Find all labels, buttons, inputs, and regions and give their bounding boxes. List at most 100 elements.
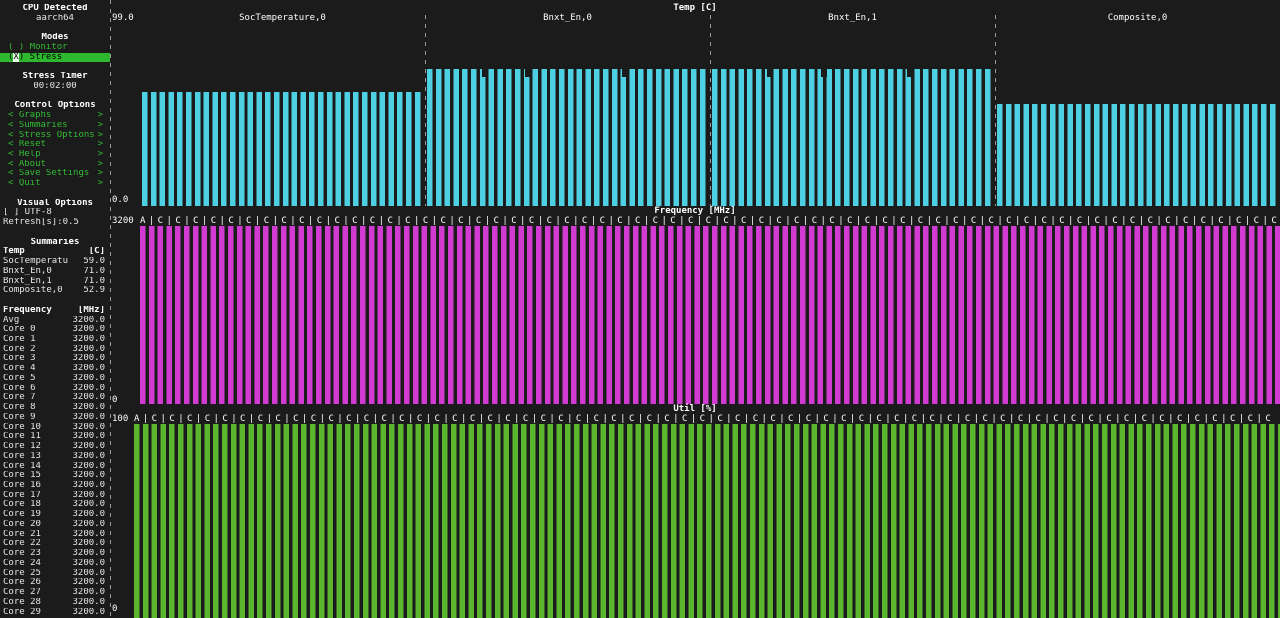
temp-dip-mark xyxy=(906,69,913,78)
stress-timer-value: 00:02:00 xyxy=(33,81,77,91)
summary-frequency-row: Core 25 3200.0 xyxy=(3,568,105,578)
summary-frequency-row: Core 18 3200.0 xyxy=(3,500,105,510)
temp-dip-mark xyxy=(482,69,488,78)
control-graphs[interactable]: < Graphs > xyxy=(8,111,103,121)
summary-temp-row: Bnxt_En,1 71.0 xyxy=(3,276,105,286)
temp-bar-stripes xyxy=(712,69,992,206)
summary-frequency-row: Core 6 3200.0 xyxy=(3,383,105,393)
temp-bar-stripes xyxy=(427,69,707,206)
summary-frequency-row: Core 0 3200.0 xyxy=(3,325,105,335)
spacer xyxy=(0,296,110,306)
summary-frequency-row: Core 2 3200.0 xyxy=(3,344,105,354)
util-core-labels-row: A|C|C|C|C|C|C|C|C|C|C|C|C|C|C|C|C|C|C|C|… xyxy=(134,414,1275,424)
temp-dip-mark xyxy=(821,69,828,78)
summary-frequency-header: Frequency [MHz] xyxy=(3,305,105,315)
control-summaries[interactable]: < Summaries > xyxy=(8,120,103,130)
spacer xyxy=(0,23,110,33)
temp-dip-mark xyxy=(767,69,773,78)
temp-bars-bnxt-en-1 xyxy=(710,69,995,206)
cpu-name: aarch64 xyxy=(36,13,74,23)
temp-bar-stripes xyxy=(997,103,1277,206)
control-reset[interactable]: < Reset > xyxy=(8,140,103,150)
summary-frequency-row: Core 28 3200.0 xyxy=(3,597,105,607)
summary-frequency-row: Core 11 3200.0 xyxy=(3,432,105,442)
temp-y-axis-max-label: 99.0 xyxy=(112,13,134,23)
summary-frequency-row: Core 22 3200.0 xyxy=(3,539,105,549)
summary-frequency-row: Core 3 3200.0 xyxy=(3,354,105,364)
summary-frequency-row: Core 8 3200.0 xyxy=(3,403,105,413)
temp-dip-mark xyxy=(621,69,628,78)
temp-section-labels: SocTemperature,0 Bnxt_En,0 Bnxt_En,1 Compos… xyxy=(140,13,1280,23)
refresh-rate-setting[interactable]: Refresh[s]:0.5 xyxy=(3,218,79,228)
temp-graph-title: Temp [C] xyxy=(673,3,717,13)
summary-frequency-row: Core 19 3200.0 xyxy=(3,510,105,520)
control-save-settings[interactable]: < Save Settings > xyxy=(8,169,103,179)
temp-section-label: Bnxt_En,1 xyxy=(828,13,877,23)
summary-frequency-row: Core 17 3200.0 xyxy=(3,490,105,500)
summary-frequency-row: Core 24 3200.0 xyxy=(3,558,105,568)
summaries-header: Summaries xyxy=(30,237,80,247)
util-bars xyxy=(134,424,1280,618)
summary-frequency-row: Core 10 3200.0 xyxy=(3,422,105,432)
frequency-y-axis-max-label: 3200 xyxy=(112,216,134,226)
summary-frequency-row: Core 23 3200.0 xyxy=(3,549,105,559)
control-help[interactable]: < Help > xyxy=(8,150,103,160)
control-options-header: Control Options xyxy=(14,101,96,111)
summary-temp-row: Composite,0 52.9 xyxy=(3,286,105,296)
util-plot xyxy=(134,424,1280,618)
mode-monitor[interactable]: ( ) Monitor xyxy=(8,42,68,52)
frequency-graph: Frequency [MHz] 3200 A|C|C|C|C|C|C|C|C|C… xyxy=(110,0,1280,618)
temp-bars-composite-0 xyxy=(995,103,1280,206)
temp-bars-soctemperature-0 xyxy=(140,92,425,206)
util-y-axis-min-label: 0 xyxy=(112,604,118,614)
summary-frequency-row: Core 12 3200.0 xyxy=(3,442,105,452)
frequency-core-labels-row: A|C|C|C|C|C|C|C|C|C|C|C|C|C|C|C|C|C|C|C|… xyxy=(140,216,1280,226)
frequency-graph-title: Frequency [MHz] xyxy=(654,206,736,216)
summary-frequency-row: Core 1 3200.0 xyxy=(3,334,105,344)
summary-frequency-row: Core 15 3200.0 xyxy=(3,471,105,481)
summary-frequency-row: Core 14 3200.0 xyxy=(3,461,105,471)
control-stress-options[interactable]: < Stress Options > xyxy=(8,130,103,140)
temp-dip-mark xyxy=(524,69,531,78)
sidebar: CPU Detected aarch64 Modes( ) Monitor (X) S… xyxy=(0,0,110,618)
util-graph: Util [%] 100 A|C|C|C|C|C|C|C|C|C|C|C|C|C… xyxy=(110,0,1280,618)
control-quit[interactable]: < Quit > xyxy=(8,179,103,189)
frequency-plot xyxy=(140,226,1280,404)
summary-frequency-row: Core 29 3200.0 xyxy=(3,607,105,617)
spacer xyxy=(0,92,110,102)
summary-frequency-row: Core 26 3200.0 xyxy=(3,578,105,588)
temp-section-label: SocTemperature,0 xyxy=(239,13,326,23)
cpu-detected-label: CPU Detected xyxy=(22,4,88,13)
temp-section-label: Bnxt_En,0 xyxy=(543,13,592,23)
temp-section-separator xyxy=(710,15,711,206)
summary-frequency-row: Core 9 3200.0 xyxy=(3,412,105,422)
summary-temp-row: Bnxt_En,0 71.0 xyxy=(3,266,105,276)
util-y-axis-max-label: 100 xyxy=(112,414,129,424)
temp-graph: Temp [C] 99.0 0.0 SocTemperature,0 Bnxt_E… xyxy=(110,0,1280,618)
mode-stress[interactable]: (X) Stress xyxy=(0,52,110,63)
summary-frequency-row: Avg 3200.0 xyxy=(3,315,105,325)
util-graph-title: Util [%] xyxy=(673,404,717,414)
temp-bars-bnxt-en-0 xyxy=(425,69,710,206)
stress-timer-header: Stress Timer xyxy=(22,72,88,82)
summary-temp-header: Temp [C] xyxy=(3,247,105,257)
control-about[interactable]: < About > xyxy=(8,159,103,169)
summary-frequency-row: Core 21 3200.0 xyxy=(3,529,105,539)
temp-bar-stripes xyxy=(142,92,422,206)
modes-header: Modes xyxy=(41,33,69,43)
utf8-checkbox[interactable]: [ ] UTF-8 xyxy=(3,208,52,218)
spacer xyxy=(0,189,110,199)
temp-section-separator xyxy=(425,15,426,206)
graphs-area: Temp [C] 99.0 0.0 SocTemperature,0 Bnxt_E… xyxy=(110,0,1280,618)
summary-frequency-row: Core 5 3200.0 xyxy=(3,373,105,383)
visual-options-header: Visual Options xyxy=(17,198,93,208)
temp-y-axis-min-label: 0.0 xyxy=(112,195,129,205)
summary-frequency-row: Core 20 3200.0 xyxy=(3,519,105,529)
frequency-bars xyxy=(140,226,1280,404)
spacer xyxy=(0,62,110,72)
sidebar-graph-divider xyxy=(110,0,111,618)
temp-section-label: Composite,0 xyxy=(1107,13,1168,23)
summary-frequency-row: Core 16 3200.0 xyxy=(3,480,105,490)
spacer xyxy=(0,228,110,238)
